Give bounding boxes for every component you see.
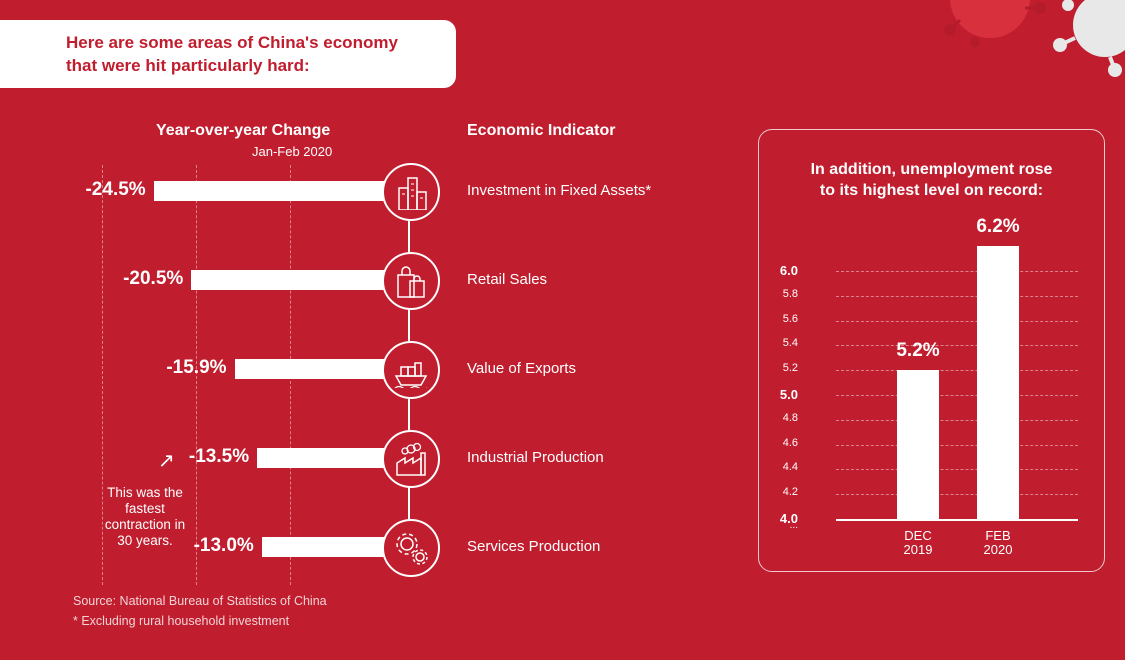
y-tick-label: 4.6	[782, 436, 798, 449]
grid-line-y	[836, 444, 1078, 446]
white-virus-icon	[1053, 0, 1125, 77]
y-tick-label: 6.0	[779, 263, 798, 278]
x-category-line: 2020	[983, 542, 1013, 557]
y-tick-label: 5.8	[782, 287, 798, 300]
grid-line-y	[836, 320, 1078, 322]
indicator-label: Investment in Fixed Assets*	[467, 182, 652, 199]
grid-line-y	[836, 419, 1078, 421]
grid-line-y	[836, 271, 1078, 272]
indicator-column-header: Economic Indicator	[467, 122, 616, 139]
bar-value-label: -24.5%	[85, 179, 146, 200]
grid-line-y	[836, 469, 1078, 471]
x-category-line: FEB	[985, 528, 1011, 543]
y-tick-label: 5.6	[782, 312, 798, 325]
axis-break-marker: ...	[789, 520, 798, 531]
page-title-line-1: Here are some areas of China's economy	[66, 33, 398, 52]
indicator-icon-circle	[382, 163, 440, 221]
x-category-label: DEC 2019	[878, 529, 958, 557]
grid-line-y	[836, 395, 1078, 396]
x-category-label: FEB 2020	[958, 529, 1038, 557]
y-tick-label: 4.2	[782, 486, 798, 499]
bar-5	[261, 537, 384, 557]
y-tick-label: 4.4	[782, 461, 798, 474]
grid-line-y	[836, 345, 1078, 347]
x-category-line: 2019	[903, 542, 933, 557]
unemployment-panel: In addition, unemployment rose to its hi…	[758, 129, 1105, 572]
x-category-line: DEC	[904, 528, 932, 543]
indicator-label: Value of Exports	[467, 360, 576, 377]
grid-line-y	[836, 295, 1078, 297]
page-title-line-2: that were hit particularly hard:	[66, 56, 310, 75]
bar-value-label: 6.2%	[976, 216, 1020, 238]
bar-feb-2020	[977, 246, 1019, 519]
bar-1	[153, 181, 384, 201]
change-column-subheader: Jan-Feb 2020	[252, 144, 333, 159]
bar-2	[191, 270, 384, 290]
y-tick-label: 5.2	[782, 362, 798, 375]
virus-illustration	[944, 0, 1125, 77]
bar-value-label: 5.2%	[896, 340, 940, 362]
bar-dec-2019	[897, 370, 939, 519]
y-tick-label: 4.0	[779, 511, 798, 526]
grid-line-y	[836, 370, 1078, 372]
source-text: Source: National Bureau of Statistics of…	[73, 594, 327, 608]
bar-value-label: -20.5%	[123, 268, 184, 289]
grid-line-30	[102, 165, 103, 585]
panel-title-line-1: In addition, unemployment rose	[810, 161, 1053, 178]
grid-line-y	[836, 494, 1078, 496]
indicator-icon-circle	[382, 430, 440, 488]
footnote-text: * Excluding rural household investment	[73, 614, 290, 628]
indicator-icon-circle	[382, 341, 440, 399]
bar-value-label: -13.5%	[188, 446, 250, 467]
indicator-label: Industrial Production	[467, 449, 604, 466]
indicator-icon-circle	[382, 252, 440, 310]
indicator-label: Retail Sales	[467, 271, 548, 288]
red-virus-icon	[944, 0, 1046, 47]
grid-line-20	[196, 165, 197, 585]
panel-title-line-2: to its highest level on record:	[819, 182, 1044, 199]
indicator-label: Services Production	[467, 538, 601, 555]
bar-value-label: -13.0%	[193, 535, 254, 556]
fastest-contraction-note: This was the fastest contraction in 30 y…	[104, 485, 186, 548]
indicator-icon-circle	[382, 519, 440, 577]
bar-value-label: -15.9%	[166, 357, 227, 378]
x-axis-line	[836, 519, 1078, 521]
y-tick-label: 4.8	[782, 411, 798, 424]
change-column-header: Year-over-year Change	[156, 122, 331, 139]
title-box: Here are some areas of China's economy t…	[0, 20, 456, 88]
y-tick-label: 5.0	[779, 387, 798, 402]
bar-4	[257, 448, 384, 468]
bar-3	[234, 359, 384, 379]
note-arrow-icon: ↗	[158, 450, 175, 472]
y-tick-label: 5.4	[782, 337, 798, 350]
